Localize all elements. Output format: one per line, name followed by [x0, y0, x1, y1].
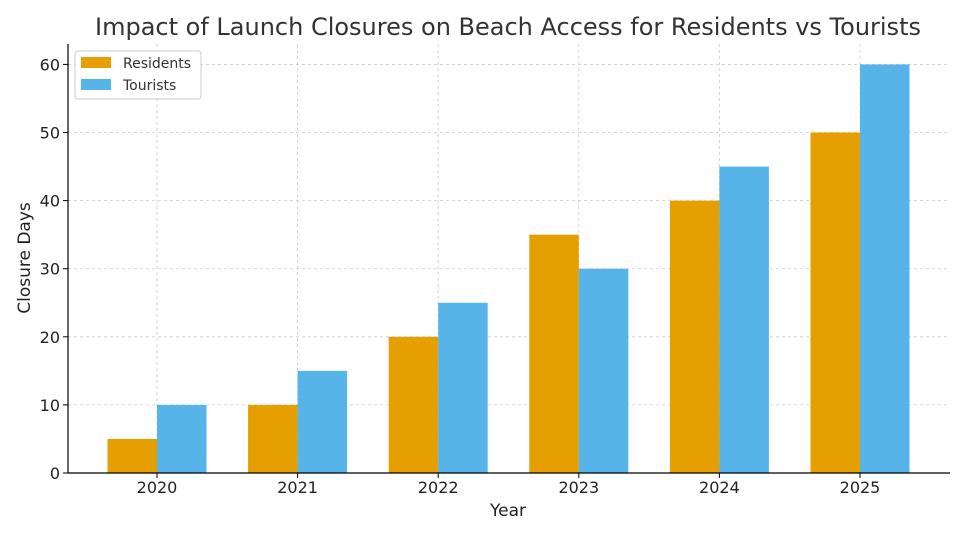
y-tick-label: 10: [40, 396, 60, 415]
bar-tourists-2025: [860, 64, 910, 473]
y-tick-label: 20: [40, 328, 60, 347]
y-tick-label: 40: [40, 192, 60, 211]
bar-tourists-2021: [297, 370, 348, 473]
grid-lines: [68, 44, 950, 473]
x-tick-label: 2023: [558, 478, 599, 497]
x-tick-label: 2021: [277, 478, 318, 497]
legend-label-residents: Residents: [123, 56, 191, 72]
bar-tourists-2020: [157, 404, 207, 473]
y-tick-label: 60: [40, 55, 60, 74]
y-axis-label: Closure Days: [15, 202, 35, 314]
y-tick-label: 0: [50, 464, 60, 483]
x-tick-label: 2022: [418, 478, 459, 497]
legend-swatch-residents: [81, 57, 111, 68]
bars-group: [107, 64, 910, 474]
legend-label-tourists: Tourists: [122, 78, 176, 94]
bar-residents-2021: [248, 404, 298, 473]
x-tick-label: 2020: [137, 478, 178, 497]
y-ticks-group: 0 10 20 30 40 50 60: [40, 55, 68, 483]
legend: Residents Tourists: [74, 50, 202, 100]
x-ticks-group: 2020 2021 2022 2023 2024 2025: [137, 473, 881, 497]
x-tick-label: 2024: [699, 478, 740, 497]
bar-residents-2025: [810, 132, 860, 473]
y-tick-label: 50: [40, 124, 60, 143]
bar-tourists-2022: [438, 302, 488, 473]
bar-tourists-2024: [719, 166, 769, 474]
axes-group: [67, 44, 950, 474]
chart-title: Impact of Launch Closures on Beach Acces…: [95, 13, 921, 41]
bar-residents-2023: [529, 234, 579, 473]
x-axis-label: Year: [489, 501, 526, 521]
y-tick-label: 30: [40, 260, 60, 279]
bar-tourists-2023: [578, 268, 629, 473]
legend-swatch-tourists: [81, 79, 111, 90]
bar-residents-2022: [388, 336, 439, 473]
bar-residents-2024: [669, 200, 720, 473]
x-tick-label: 2025: [840, 478, 881, 497]
bar-residents-2020: [107, 438, 157, 473]
